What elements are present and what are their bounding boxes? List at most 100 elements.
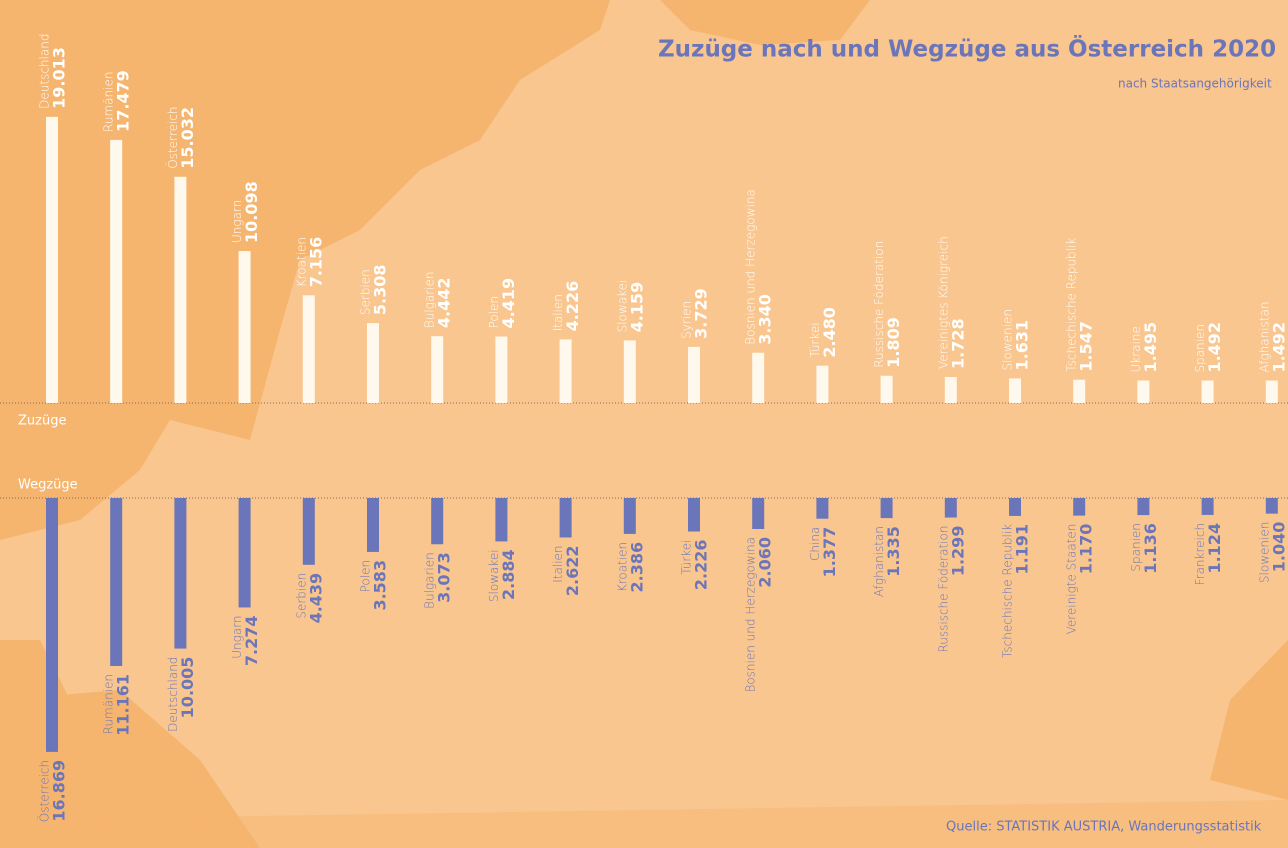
source: Quelle: STATISTIK AUSTRIA, Wanderungssta…: [946, 820, 1262, 835]
bar: [1009, 498, 1021, 516]
category-label: China: [808, 527, 822, 561]
bar: [559, 339, 572, 403]
value-label: 1.631: [1013, 320, 1032, 371]
value-label: 1.492: [1205, 322, 1224, 373]
bar: [816, 365, 829, 403]
value-label: 1.170: [1077, 524, 1096, 575]
value-label: 1.492: [1269, 322, 1288, 373]
bar: [367, 323, 379, 403]
category-label: Polen: [487, 296, 501, 328]
value-label: 4.442: [435, 278, 454, 329]
value-label: 7.274: [242, 615, 261, 666]
category-label: Italien: [551, 294, 565, 331]
value-label: 17.479: [114, 70, 133, 132]
category-label: Spanien: [1193, 324, 1207, 373]
value-label: 11.161: [114, 674, 133, 736]
bar: [367, 498, 379, 552]
bar: [559, 498, 572, 538]
category-label: Deutschland: [38, 34, 52, 109]
category-label: Slowakei: [615, 280, 629, 333]
value-label: 2.884: [499, 549, 518, 600]
category-label: Serbien: [359, 269, 373, 315]
bar: [688, 346, 700, 403]
bar: [431, 498, 444, 545]
value-label: 3.073: [435, 552, 454, 603]
bar: [174, 498, 187, 649]
bar: [1137, 380, 1150, 403]
category-label: Vereinigtes Königreich: [936, 236, 950, 369]
bar: [623, 340, 636, 403]
value-label: 1.191: [1013, 524, 1032, 575]
category-label: Syrien: [680, 301, 694, 339]
category-label: Russische Föderation: [936, 526, 950, 653]
value-label: 3.729: [692, 288, 711, 339]
bar: [880, 375, 893, 403]
bar: [1265, 380, 1278, 403]
bar: [238, 251, 251, 403]
value-label: 5.308: [371, 265, 390, 316]
category-label: Bulgarien: [423, 272, 437, 329]
bar: [752, 498, 765, 530]
value-label: 4.439: [306, 573, 325, 624]
value-label: 1.335: [884, 526, 903, 577]
category-label: Ukraine: [1129, 326, 1143, 372]
subtitle: nach Staatsangehörigkeit: [1118, 77, 1272, 91]
category-label: Slowenien: [1257, 522, 1271, 583]
bar: [816, 498, 829, 519]
value-label: 1.299: [948, 526, 967, 577]
category-label: Kroatien: [294, 237, 308, 287]
bar: [110, 498, 123, 666]
category-label: Türkei: [680, 540, 694, 575]
value-label: 1.124: [1205, 523, 1224, 574]
value-label: 3.583: [371, 560, 390, 611]
value-label: 15.032: [178, 107, 197, 169]
value-label: 1.040: [1269, 522, 1288, 573]
chart-title: Zuzüge nach und Wegzüge aus Österreich 2…: [658, 35, 1276, 63]
category-label: Türkei: [808, 322, 822, 357]
category-label: Rumänien: [102, 674, 116, 734]
value-label: 2.622: [563, 545, 582, 596]
category-label: Bosnien und Herzegowina: [744, 537, 758, 693]
bar: [110, 139, 123, 404]
category-label: Slowakei: [487, 549, 501, 602]
value-label: 4.419: [499, 278, 518, 329]
value-label: 1.547: [1077, 321, 1096, 372]
bar: [46, 498, 58, 752]
bar: [752, 352, 765, 403]
value-label: 2.060: [756, 537, 775, 588]
value-label: 4.226: [563, 281, 582, 332]
bar: [302, 498, 315, 565]
category-label: Afghanistan: [1257, 302, 1271, 373]
category-label: Vereinigte Staaten: [1065, 524, 1079, 635]
category-label: Polen: [359, 560, 373, 592]
bar: [944, 376, 957, 403]
category-label: Slowenien: [1001, 309, 1015, 370]
category-label: Spanien: [1129, 523, 1143, 572]
bar: [1073, 498, 1086, 516]
value-label: 2.226: [692, 540, 711, 591]
value-label: 7.156: [306, 237, 325, 288]
bar: [495, 498, 508, 542]
